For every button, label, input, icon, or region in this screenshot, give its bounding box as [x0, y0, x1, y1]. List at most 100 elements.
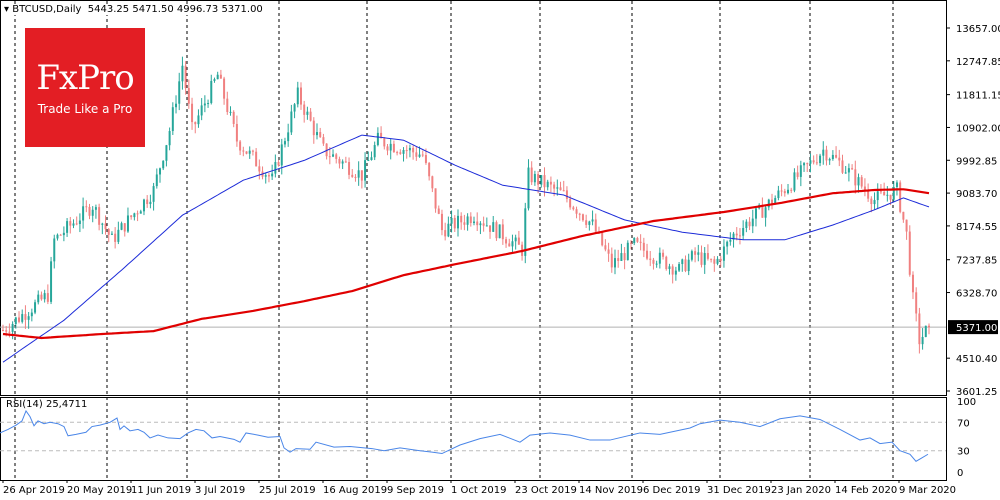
candle-bear [604, 245, 607, 250]
date-tick-label: 16 Aug 2019 [323, 485, 387, 496]
rsi-tick-label: 30 [957, 447, 970, 458]
candle-bear [415, 152, 418, 157]
candle-bull [764, 207, 767, 218]
candle-bear [562, 190, 565, 192]
price-tick-label: 9083.70 [956, 189, 997, 200]
candle-bear [636, 238, 639, 242]
chart-header: ▾ BTCUSD,Daily 5443.25 5471.50 4996.73 5… [4, 4, 265, 15]
rsi-tick-label: 0 [957, 468, 963, 479]
candle-bear [130, 215, 133, 218]
candle-bear [104, 223, 107, 230]
candle-bear [565, 190, 568, 199]
candle-bear [392, 143, 395, 153]
candle-bear [354, 176, 357, 178]
candle-bull [30, 312, 33, 317]
candle-bear [303, 104, 306, 115]
candle-bull [681, 259, 684, 265]
candle-bear [806, 163, 809, 165]
date-tick-label: 14 Nov 2019 [579, 485, 643, 496]
candle-bear [232, 111, 235, 124]
candle-bull [207, 103, 210, 105]
candle-bear [783, 191, 786, 194]
candle-bull [492, 222, 495, 232]
candle-bull [892, 186, 895, 200]
dropdown-triangle-icon[interactable]: ▾ [4, 4, 10, 15]
candle-bear [594, 219, 597, 232]
candle-bull [178, 81, 181, 104]
candle-bull [293, 104, 296, 112]
candle-bull [357, 170, 360, 178]
candle-bear [194, 122, 197, 125]
candle-bull [142, 199, 145, 212]
candle-bull [588, 221, 591, 225]
candle-bull [876, 191, 879, 201]
candle-bull [668, 266, 671, 270]
candle-bull [591, 219, 594, 222]
candle-bull [857, 177, 860, 186]
candle-bear [226, 98, 229, 113]
candle-bear [191, 103, 194, 123]
candle-bull [803, 163, 806, 166]
candle-bull [658, 252, 661, 264]
candle-bear [476, 221, 479, 226]
candle-bull [11, 323, 14, 332]
candle-bear [489, 225, 492, 232]
candle-bull [306, 111, 309, 115]
candle-bear [219, 74, 222, 79]
candle-bull [27, 316, 30, 320]
candle-bear [444, 230, 447, 237]
candle-bear [424, 155, 427, 163]
candle-bear [652, 259, 655, 264]
candle-bull [524, 208, 527, 256]
candle-bear [870, 198, 873, 205]
candle-bull [745, 221, 748, 229]
candle-bull [110, 233, 113, 235]
candle-bear [646, 250, 649, 259]
candle-bull [479, 223, 482, 226]
candle-bear [610, 253, 613, 268]
moving-average-fast-line [2, 134, 930, 363]
candle-bear [543, 175, 546, 188]
candle-bull [56, 234, 59, 239]
candle-bear [639, 241, 642, 243]
low-value: 4996.73 [176, 4, 219, 15]
candle-bull [290, 111, 293, 133]
candle-bear [239, 141, 242, 151]
price-tick-label: 12747.85 [956, 57, 1000, 68]
rsi-pane-frame [0, 397, 947, 481]
candle-bull [62, 232, 65, 236]
candle-bear [902, 211, 905, 220]
candle-bear [348, 162, 351, 175]
candle-bear [469, 216, 472, 224]
candle-bear [46, 293, 49, 302]
candle-bear [495, 222, 498, 239]
candle-bear [662, 252, 665, 257]
candle-bull [280, 144, 283, 166]
candle-bull [91, 209, 94, 216]
candle-bull [200, 105, 203, 116]
candle-bull [101, 223, 104, 225]
candle-bear [665, 256, 668, 270]
candle-bull [822, 149, 825, 156]
candle-bull [78, 220, 81, 225]
candle-bull [50, 261, 53, 302]
candle-bear [299, 87, 302, 105]
candle-bull [364, 160, 367, 181]
candle-bear [559, 187, 562, 191]
candle-bear [75, 223, 78, 225]
candle-bear [585, 220, 588, 225]
candle-bear [88, 206, 91, 216]
candle-bull [210, 80, 213, 104]
candle-bull [751, 218, 754, 227]
price-tick-label: 9992.85 [956, 156, 997, 167]
candle-bull [754, 208, 757, 219]
date-tick-label: 25 Jul 2019 [259, 485, 316, 496]
candle-bear [553, 184, 556, 189]
candle-bear [569, 198, 572, 208]
candle-bear [694, 251, 697, 255]
candle-bear [344, 161, 347, 163]
candle-bull [511, 241, 514, 247]
candle-bear [319, 132, 322, 138]
date-tick-label: 6 Dec 2019 [643, 485, 701, 496]
candle-bear [258, 166, 261, 172]
